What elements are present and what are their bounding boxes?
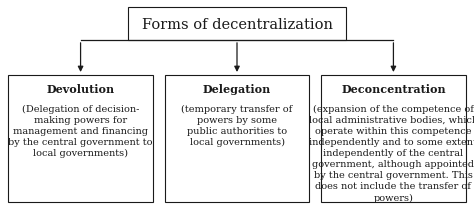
Text: Forms of decentralization: Forms of decentralization xyxy=(142,18,332,31)
Text: Devolution: Devolution xyxy=(46,84,115,95)
Bar xyxy=(165,75,309,202)
Bar xyxy=(9,75,153,202)
Bar xyxy=(321,75,465,202)
Text: (Delegation of decision-
making powers for
management and financing
by the centr: (Delegation of decision- making powers f… xyxy=(9,104,153,157)
Text: Deconcentration: Deconcentration xyxy=(341,84,446,95)
Text: (expansion of the competence of
local administrative bodies, which
operate withi: (expansion of the competence of local ad… xyxy=(309,104,474,202)
Text: (temporary transfer of
powers by some
public authorities to
local governments): (temporary transfer of powers by some pu… xyxy=(182,104,292,146)
Text: Delegation: Delegation xyxy=(203,84,271,95)
Bar xyxy=(128,8,346,41)
